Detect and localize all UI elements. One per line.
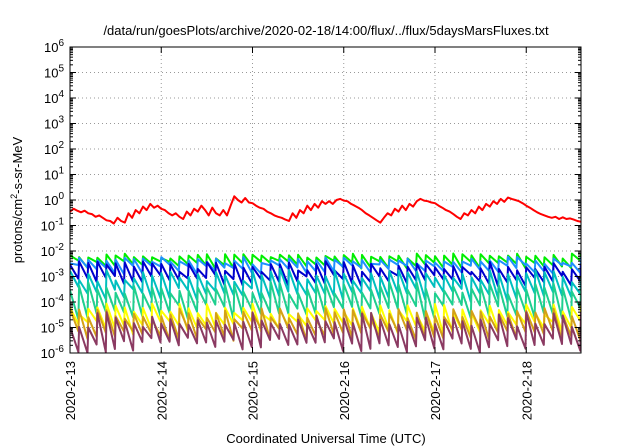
series-line-5 [70, 281, 581, 321]
series-line-8 [70, 311, 581, 353]
series-line-4 [70, 267, 581, 303]
x-tick-label: 2020-2-18 [519, 361, 534, 420]
y-tick-label: 103 [44, 115, 64, 132]
x-tick-label: 2020-2-15 [246, 361, 261, 420]
x-tick-label: 2020-2-17 [428, 361, 443, 420]
x-axis-label: Coordinated Universal Time (UTC) [226, 431, 425, 446]
x-axis: 2020-2-13 2020-2-14 2020-2-15 2020-2-16 2020… [63, 47, 534, 420]
y-tick-label: 106 [44, 38, 64, 55]
y-axis-label-sup: 2 [9, 194, 19, 199]
y-tick-label: 10-6 [41, 344, 65, 361]
y-tick-label: 10-5 [41, 319, 65, 336]
x-tick-label: 2020-2-13 [63, 361, 78, 420]
series-line-2 [70, 255, 581, 276]
y-tick-label: 10-3 [41, 268, 65, 285]
series-line-1 [70, 252, 581, 270]
y-tick-label: 10-1 [41, 217, 65, 234]
y-tick-label: 10-2 [41, 242, 65, 259]
chart-title: /data/run/goesPlots/archive/2020-02-18/1… [103, 23, 549, 38]
series-line-0 [70, 195, 581, 225]
y-tick-label: 104 [44, 89, 64, 106]
series-line-6 [70, 302, 581, 336]
y-axis-label-base: protons/cm [10, 199, 25, 263]
y-axis-label: protons/cm2-s-sr-MeV [9, 136, 25, 263]
y-axis-label-rest: -s-sr-MeV [10, 136, 25, 193]
y-tick-label: 10-4 [41, 293, 65, 310]
series-line-3 [70, 260, 581, 288]
y-tick-label: 102 [44, 140, 64, 157]
x-tick-label: 2020-2-16 [337, 361, 352, 420]
y-tick-label: 105 [44, 64, 64, 81]
y-axis: 10-6 10-5 10-4 10-3 10-2 10-1 100 101 102 103 104 1… [41, 38, 581, 361]
y-tick-label: 101 [44, 166, 64, 183]
y-tick-label: 100 [44, 191, 64, 208]
x-tick-label: 2020-2-14 [154, 361, 169, 420]
series-layer [70, 195, 581, 353]
